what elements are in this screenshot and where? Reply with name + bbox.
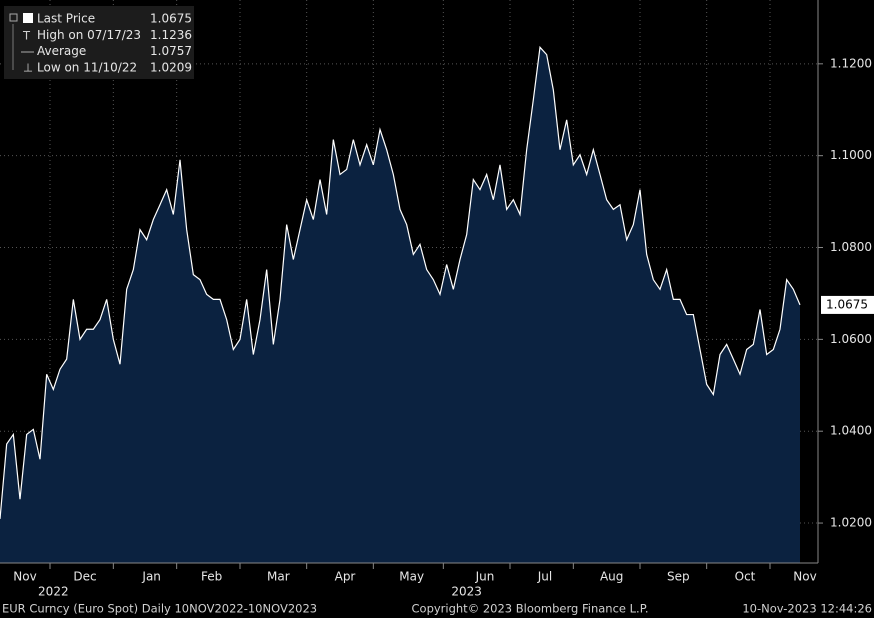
footer-timestamp: 10-Nov-2023 12:44:26 <box>742 602 872 616</box>
last-price-label: 1.0675 <box>826 297 868 311</box>
y-tick-label: 1.0400 <box>830 424 872 438</box>
legend-value: 1.0209 <box>150 60 192 74</box>
x-tick-label: Dec <box>73 570 96 584</box>
x-tick-label: Oct <box>735 570 756 584</box>
x-tick-label: Feb <box>201 570 222 584</box>
legend-value: 1.1236 <box>150 28 192 42</box>
legend-toggle[interactable] <box>9 13 18 22</box>
x-tick-label: Nov <box>793 570 816 584</box>
y-tick-label: 1.1200 <box>830 56 872 70</box>
footer-security: EUR Curncy (Euro Spot) Daily 10NOV2022-1… <box>2 602 317 616</box>
x-year-label: 2022 <box>38 585 69 599</box>
x-tick-label: Jun <box>475 570 495 584</box>
y-tick-label: 1.0800 <box>830 240 872 254</box>
plot-area <box>0 0 818 564</box>
legend-value: 1.0757 <box>150 44 192 58</box>
legend-value: 1.0675 <box>150 12 192 26</box>
x-tick-label: Nov <box>13 570 36 584</box>
x-year-label: 2023 <box>451 585 482 599</box>
x-tick-label: Apr <box>335 570 356 584</box>
legend-icon: ⊥ <box>23 61 33 75</box>
y-tick-label: 1.1000 <box>830 148 872 162</box>
legend-label: Last Price <box>37 12 95 26</box>
x-tick-label: May <box>399 570 424 584</box>
x-tick-label: Jul <box>537 570 552 584</box>
last-price-tag <box>821 295 874 314</box>
legend-swatch <box>23 13 33 23</box>
legend-label: High on 07/17/23 <box>37 28 141 42</box>
x-tick-label: Jan <box>141 570 161 584</box>
x-tick-label: Aug <box>600 570 623 584</box>
line <box>0 45 801 519</box>
legend-icon: T <box>22 29 31 43</box>
legend-label: Average <box>37 44 86 58</box>
y-tick-label: 1.0200 <box>830 516 872 530</box>
y-tick-label: 1.0600 <box>830 332 872 346</box>
x-tick-label: Mar <box>267 570 290 584</box>
legend: T ⊥ Last Price 1.0675 High on 07/17/23 1.12… <box>4 6 194 79</box>
legend-label: Low on 11/10/22 <box>37 60 137 74</box>
footer-copyright: Copyright© 2023 Bloomberg Finance L.P. <box>412 602 649 616</box>
x-tick-label: Sep <box>667 570 690 584</box>
legend-box <box>4 6 194 79</box>
